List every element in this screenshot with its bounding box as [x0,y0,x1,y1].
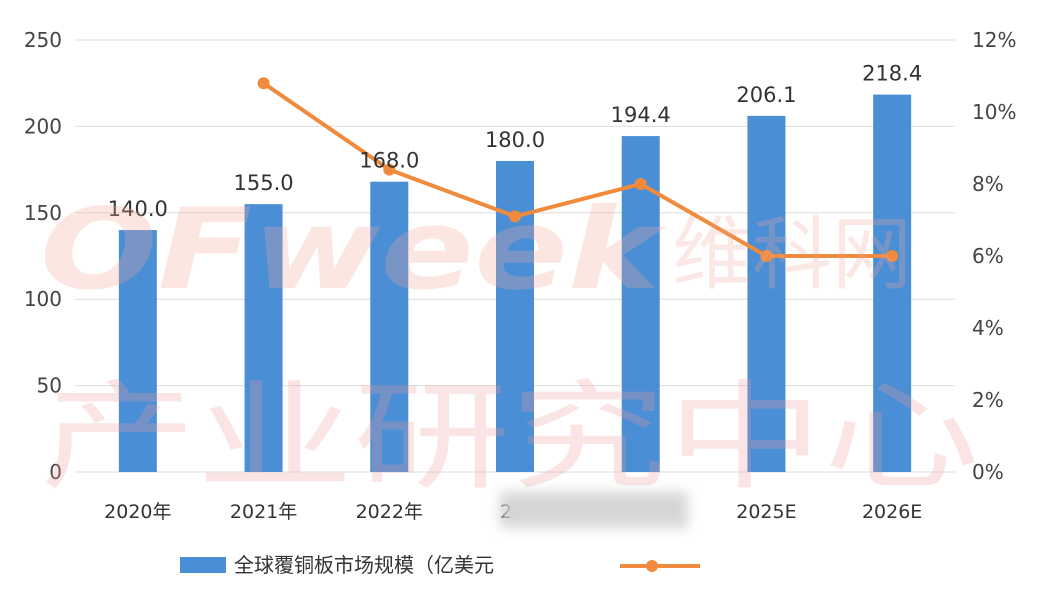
data-labels: 140.0 155.0 168.0 180.0 194.4 206.1 218.4 [108,62,922,221]
legend-bar-label: 全球覆铜板市场规模（亿美元 [234,553,494,577]
line-point [257,77,270,90]
y-left-tick-label: 50 [37,374,62,398]
bar [370,181,409,473]
bar-data-label: 218.4 [862,62,922,86]
y-axis-left: 0 50 100 150 200 250 [24,28,62,484]
y-right-tick-label: 8% [972,172,1004,196]
x-tick-label: 2021年 [230,501,297,523]
x-tick-label: 2022年 [356,501,423,523]
y-right-tick-label: 2% [972,388,1004,412]
y-right-tick-label: 4% [972,316,1004,340]
blurred-region [500,492,688,528]
x-tick-label: 2025E [736,501,796,523]
watermark: OFweek 维科网 产业研究中心 [40,185,980,506]
y-left-tick-label: 250 [24,28,62,52]
y-left-tick-label: 100 [24,287,62,311]
y-right-tick-label: 0% [972,460,1004,484]
y-left-tick-label: 200 [24,114,62,138]
bar-series [118,94,912,473]
y-right-tick-label: 10% [972,100,1016,124]
bar-data-label: 180.0 [485,128,545,152]
line-series [257,77,899,262]
y-axis-right: 0% 2% 4% 6% 8% 10% 12% [972,28,1016,484]
legend-line-marker [646,560,658,572]
legend-bar-swatch [180,557,226,573]
x-axis: 2020年2021年2022年22025E2026E [104,501,922,523]
bar-data-label: 155.0 [234,171,294,195]
watermark-brand: OFweek [40,185,668,315]
bar [873,94,912,472]
y-left-tick-label: 150 [24,201,62,225]
bar [118,230,157,472]
bar-data-label: 168.0 [359,149,419,173]
x-tick-label: 2026E [862,501,922,523]
watermark-brand-cn: 维科网 [672,208,912,301]
watermark-subtitle: 产业研究中心 [40,368,980,506]
line-point [383,163,396,176]
line-path [262,81,893,258]
line-point [509,210,521,223]
y-right-tick-label: 6% [972,244,1004,268]
bar [244,204,283,472]
line-point [634,178,647,190]
bar-data-label: 206.1 [736,83,796,107]
bar-data-label: 194.4 [611,103,671,127]
y-left-tick-label: 0 [49,460,62,484]
bar-data-label: 140.0 [108,197,168,221]
line-point [886,250,899,262]
legend: 全球覆铜板市场规模（亿美元 [180,553,700,577]
x-tick-label: 2020年 [104,501,171,523]
y-right-tick-label: 12% [972,28,1016,52]
line-point [760,250,773,262]
bar [747,115,786,473]
